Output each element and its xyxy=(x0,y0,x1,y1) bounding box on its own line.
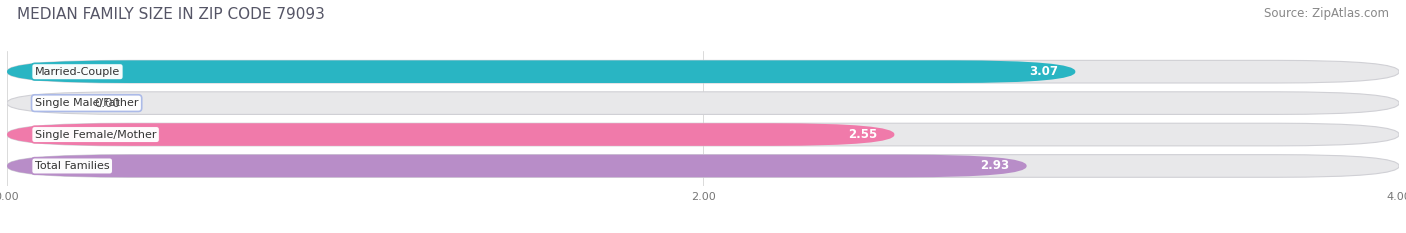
Text: Source: ZipAtlas.com: Source: ZipAtlas.com xyxy=(1264,7,1389,20)
FancyBboxPatch shape xyxy=(7,92,1399,114)
Text: 2.55: 2.55 xyxy=(848,128,877,141)
Text: MEDIAN FAMILY SIZE IN ZIP CODE 79093: MEDIAN FAMILY SIZE IN ZIP CODE 79093 xyxy=(17,7,325,22)
Text: 2.93: 2.93 xyxy=(980,159,1010,172)
FancyBboxPatch shape xyxy=(7,155,1026,177)
Text: Single Female/Mother: Single Female/Mother xyxy=(35,130,156,140)
Text: 0.00: 0.00 xyxy=(94,97,120,110)
Text: Single Male/Father: Single Male/Father xyxy=(35,98,138,108)
Text: 3.07: 3.07 xyxy=(1029,65,1057,78)
Text: Total Families: Total Families xyxy=(35,161,110,171)
FancyBboxPatch shape xyxy=(7,155,1399,177)
FancyBboxPatch shape xyxy=(7,123,1399,146)
FancyBboxPatch shape xyxy=(7,60,1399,83)
Text: Married-Couple: Married-Couple xyxy=(35,67,120,77)
FancyBboxPatch shape xyxy=(7,123,894,146)
FancyBboxPatch shape xyxy=(7,60,1076,83)
